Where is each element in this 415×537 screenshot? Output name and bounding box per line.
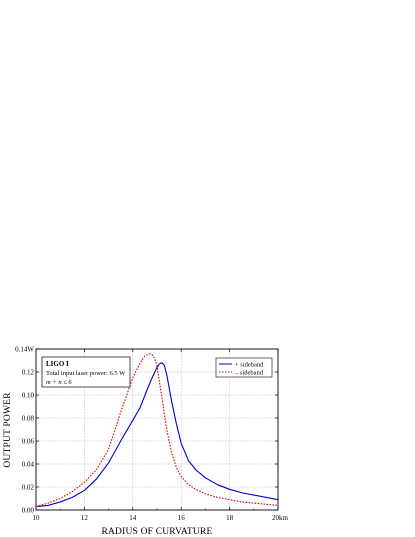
x-tick-label: 12 — [81, 514, 89, 522]
y-tick-label: 0.14W — [15, 345, 34, 353]
y-tick-label: 0.08 — [22, 414, 35, 422]
x-tick-label: 18 — [226, 514, 234, 522]
annotation-line-2: m + n ≤ 6 — [46, 379, 72, 386]
series-line-minus-sideband — [35, 353, 279, 508]
series-line-plus-sideband — [35, 362, 279, 508]
x-tick-label: 20km — [272, 514, 289, 522]
legend-label-minus-sideband: – sideband — [234, 370, 264, 377]
legend-label-plus-sideband: + sideband — [235, 362, 264, 369]
y-tick-label: 0.02 — [22, 483, 35, 491]
series-lines — [35, 353, 279, 508]
annotation-line-1: Total input laser power: 6.5 W — [46, 370, 126, 377]
x-tick-label: 14 — [129, 514, 137, 522]
y-tick-label: 0.10 — [22, 391, 35, 399]
x-axis-title: RADIUS OF CURVATURE — [101, 527, 212, 537]
y-axis-title: OUTPUT POWER — [3, 392, 13, 468]
annotation-title: LIGO I — [46, 360, 69, 368]
x-tick-label: 10 — [33, 514, 41, 522]
y-tick-label: 0.00 — [22, 506, 35, 514]
legend: + sideband – sideband — [215, 357, 273, 378]
y-tick-label: 0.06 — [22, 437, 35, 445]
y-tick-label: 0.04 — [22, 460, 35, 468]
axis-ticks: 10 12 14 16 18 20km 0.00 0.02 0.04 0.06 0.08 0.10 0.… — [15, 345, 288, 522]
y-tick-label: 0.12 — [22, 368, 35, 376]
annotation-box: LIGO I Total input laser power: 6.5 W m … — [41, 356, 131, 388]
x-tick-label: 16 — [178, 514, 186, 522]
